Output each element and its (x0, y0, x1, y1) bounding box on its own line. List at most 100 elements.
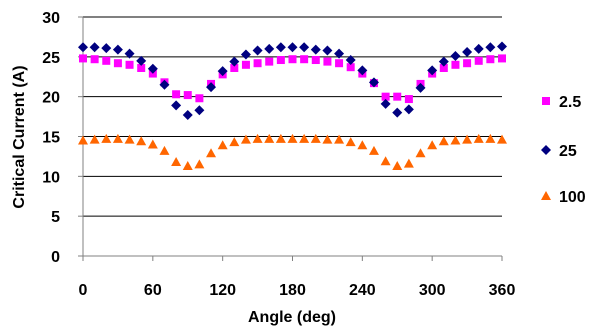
point-100-30 (112, 133, 123, 143)
x-tick-label-0: 0 (79, 282, 88, 299)
point-2.5-190 (300, 55, 309, 64)
legend: 2.5 25 100 (541, 94, 586, 206)
legend-item-2.5: 2.5 (542, 94, 581, 111)
x-tick-label-240: 240 (349, 282, 376, 299)
point-2.5-0 (79, 54, 87, 63)
point-100-120 (217, 140, 228, 150)
point-100-230 (345, 137, 356, 147)
point-2.5-230 (346, 63, 355, 72)
point-2.5-50 (137, 63, 146, 72)
point-100-200 (310, 133, 321, 143)
point-2.5-330 (463, 59, 472, 68)
point-2.5-140 (241, 60, 250, 69)
point-2.5-180 (288, 55, 297, 64)
point-100-160 (264, 133, 275, 143)
point-100-180 (287, 133, 298, 143)
y-tick-label-25: 25 (42, 50, 60, 67)
point-100-80 (171, 156, 182, 166)
point-25-280 (403, 104, 414, 115)
point-25-220 (334, 48, 345, 59)
point-100-170 (275, 133, 286, 143)
point-25-0 (78, 42, 88, 53)
point-100-320 (450, 135, 461, 145)
point-100-190 (299, 133, 310, 143)
point-25-310 (438, 56, 449, 67)
legend-label-25: 25 (559, 143, 577, 160)
point-100-140 (240, 134, 251, 144)
point-100-70 (159, 145, 170, 155)
point-25-90 (182, 109, 193, 120)
point-2.5-30 (113, 59, 122, 68)
y-tick-label-0: 0 (51, 249, 60, 266)
legend-marker-100 (541, 191, 551, 200)
point-25-180 (287, 42, 298, 53)
point-100-130 (229, 137, 240, 147)
point-100-360 (497, 134, 507, 144)
point-25-110 (206, 82, 217, 93)
legend-label-2.5: 2.5 (559, 94, 581, 111)
y-tick-label-10: 10 (42, 169, 60, 186)
legend-label-100: 100 (559, 189, 586, 206)
point-100-90 (182, 160, 193, 170)
point-100-350 (485, 133, 496, 143)
legend-item-25: 25 (541, 143, 577, 160)
point-2.5-80 (172, 90, 181, 99)
point-2.5-160 (265, 57, 274, 66)
point-2.5-280 (404, 95, 413, 104)
x-tick-label-120: 120 (209, 282, 236, 299)
point-25-330 (462, 47, 473, 58)
point-25-10 (89, 42, 100, 53)
y-tick-label-20: 20 (42, 90, 60, 107)
point-25-160 (264, 43, 275, 54)
point-25-20 (101, 43, 112, 54)
y-tick-labels: 0 5 10 15 20 25 30 (42, 10, 60, 266)
point-100-330 (462, 134, 473, 144)
point-2.5-90 (183, 91, 192, 100)
point-25-300 (427, 65, 438, 76)
y-axis-title: Critical Current (A) (11, 65, 28, 208)
y-tick-label-5: 5 (51, 209, 60, 226)
point-2.5-220 (335, 59, 344, 68)
y-tick-label-30: 30 (42, 10, 60, 27)
point-100-270 (392, 160, 403, 170)
point-100-110 (206, 148, 217, 158)
point-100-220 (334, 134, 345, 144)
point-100-250 (368, 145, 379, 155)
point-100-50 (136, 136, 147, 146)
point-25-80 (171, 100, 182, 111)
point-100-100 (194, 159, 205, 169)
point-25-70 (159, 79, 170, 90)
point-25-150 (252, 45, 263, 56)
x-tick-label-360: 360 (489, 282, 516, 299)
point-2.5-10 (90, 55, 99, 64)
point-100-280 (403, 158, 414, 168)
point-25-250 (368, 77, 379, 88)
point-2.5-360 (498, 54, 506, 63)
x-tick-label-60: 60 (144, 282, 162, 299)
point-2.5-170 (276, 56, 285, 65)
point-2.5-130 (230, 63, 239, 72)
data-series (78, 41, 507, 170)
point-25-130 (229, 56, 240, 67)
point-2.5-320 (451, 60, 460, 69)
y-tick-label-15: 15 (42, 130, 60, 147)
point-2.5-200 (311, 56, 320, 65)
x-tick-labels: 0 60 120 180 240 300 360 (79, 282, 516, 299)
point-2.5-210 (323, 57, 332, 66)
point-25-30 (112, 44, 123, 55)
series-100 (78, 133, 507, 170)
point-25-60 (147, 63, 158, 74)
legend-marker-25 (541, 145, 551, 155)
point-100-210 (322, 134, 333, 144)
point-25-290 (415, 82, 426, 93)
point-100-10 (89, 134, 100, 144)
x-axis-title: Angle (deg) (248, 309, 336, 326)
point-25-120 (217, 66, 228, 77)
point-25-200 (310, 44, 321, 55)
point-25-40 (124, 48, 135, 59)
point-100-0 (78, 135, 88, 145)
point-25-340 (473, 43, 484, 54)
point-2.5-310 (439, 63, 448, 72)
point-100-20 (101, 133, 112, 143)
